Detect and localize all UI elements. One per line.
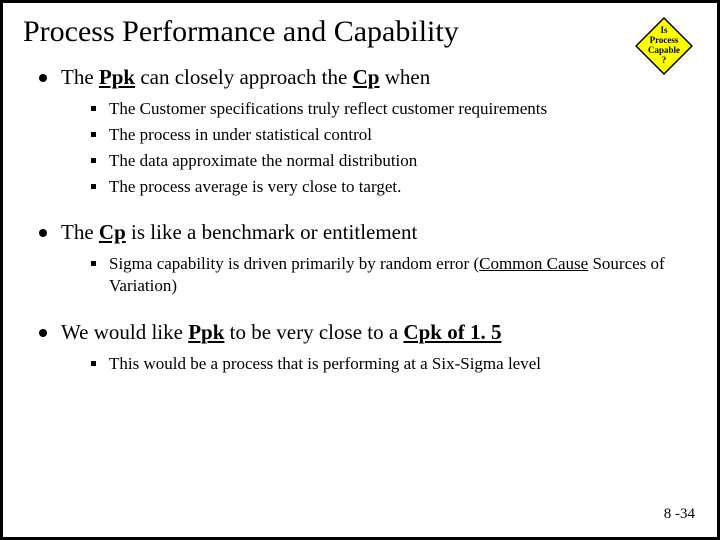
sub-bullet-item: The process in under statistical control [91,124,697,146]
text-run: to be very close to a [224,320,403,344]
bullet-list: The Ppk can closely approach the Cp when… [23,65,697,375]
sub-bullet-item: Sigma capability is driven primarily by … [91,253,697,297]
text-run: This would be a process that is performi… [109,354,541,373]
text-run: The process average is very close to tar… [109,177,401,196]
text-run: Cpk of 1. 5 [403,320,501,344]
text-run: The Customer specifications truly reflec… [109,99,547,118]
bullet-item: The Ppk can closely approach the Cp when… [39,65,697,198]
text-run: We would like [61,320,188,344]
text-run: when [379,65,430,89]
text-run: Cp [353,65,380,89]
bullet-item: We would like Ppk to be very close to a … [39,320,697,375]
text-run: The [61,220,99,244]
text-run: Sigma capability is driven primarily by … [109,254,479,273]
text-run: can closely approach the [135,65,353,89]
text-run: The [61,65,99,89]
text-run: The data approximate the normal distribu… [109,151,417,170]
sub-bullet-item: This would be a process that is performi… [91,353,697,375]
sub-bullet-item: The data approximate the normal distribu… [91,150,697,172]
text-run: Ppk [99,65,135,89]
sub-bullet-item: The Customer specifications truly reflec… [91,98,697,120]
sub-bullet-list: Sigma capability is driven primarily by … [61,253,697,297]
sub-bullet-item: The process average is very close to tar… [91,176,697,198]
sub-bullet-list: This would be a process that is performi… [61,353,697,375]
text-run: Cp [99,220,126,244]
text-run: is like a benchmark or entitlement [126,220,418,244]
text-run: Ppk [188,320,224,344]
bullet-item: The Cp is like a benchmark or entitlemen… [39,220,697,297]
page-number: 8 -34 [664,506,695,523]
slide-frame: Process Performance and Capability Is Pr… [0,0,720,540]
text-run: Common Cause [479,254,588,273]
sub-bullet-list: The Customer specifications truly reflec… [61,98,697,198]
text-run: The process in under statistical control [109,125,372,144]
slide-title: Process Performance and Capability [23,15,697,49]
